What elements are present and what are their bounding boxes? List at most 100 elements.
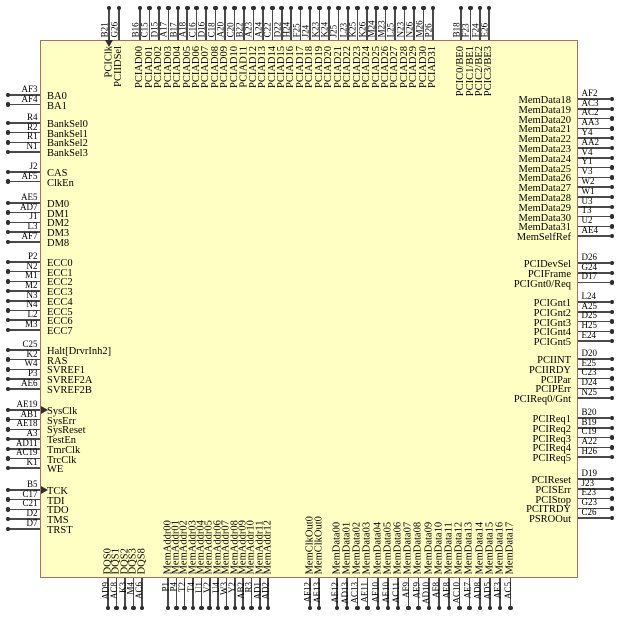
pin-dot: [406, 605, 411, 611]
pin-number: Y4: [581, 127, 593, 137]
pin-lead: [578, 497, 610, 500]
pin-lead: [384, 8, 387, 40]
pin-lead: [578, 368, 610, 370]
pin-lead: [469, 8, 472, 40]
pin-number: N4: [26, 299, 38, 310]
pin-label: BA1: [47, 100, 67, 112]
pin-dot: [497, 605, 503, 611]
pin-dot: [5, 357, 11, 362]
pin-label: TDI: [47, 495, 65, 507]
pin-dot: [5, 140, 11, 145]
pin-dot: [5, 92, 11, 98]
pin-number: D25: [581, 310, 598, 321]
pin-number: M1: [24, 270, 38, 281]
pin-lead: [271, 8, 274, 40]
pin-number: J2: [29, 160, 38, 171]
pin-dot: [5, 210, 11, 215]
pin-dot: [5, 526, 11, 532]
pin-dot: [364, 5, 370, 11]
pin-label: PCIGnt3: [533, 317, 571, 329]
pin-dot: [5, 288, 11, 294]
pin-lead: [8, 319, 40, 321]
pin-dot: [5, 347, 11, 353]
pin-number: AC19: [15, 447, 38, 458]
pin-number: Y1: [581, 156, 593, 167]
pin-lead: [432, 8, 434, 40]
pin-number: C25: [22, 338, 38, 349]
pin-dot: [486, 5, 492, 11]
pin-dot: [207, 605, 213, 611]
pin-number: R4: [26, 111, 38, 122]
pin-lead: [578, 446, 610, 449]
pin-dot: [609, 194, 615, 200]
pin-label: DM3: [47, 228, 70, 240]
pin-lead: [578, 108, 610, 110]
pin-lead: [413, 8, 415, 40]
pin-number: AD7: [20, 201, 38, 212]
pin-label: PCIReset: [531, 475, 571, 486]
pin-dot: [326, 5, 332, 11]
pin-number: U2: [581, 215, 593, 226]
pin-number: L2: [27, 309, 38, 319]
pin-label: MemSelfRef: [516, 232, 571, 244]
pin-label: MemData06: [392, 521, 404, 575]
pin-dot: [609, 126, 615, 131]
pin-lead: [578, 330, 610, 333]
pin-dot: [5, 456, 11, 461]
pin-label: BankSel0: [47, 119, 88, 130]
pin-number: C23: [581, 367, 597, 378]
pin-label: MemData25: [518, 163, 572, 175]
pin-lead: [234, 578, 236, 608]
pin-dot: [609, 454, 615, 460]
pin-lead: [8, 448, 40, 450]
pin-dot: [609, 165, 615, 170]
pin-lead: [205, 8, 207, 40]
pin-dot: [345, 5, 351, 11]
pin-lead: [8, 329, 40, 331]
pin-label: PCIReq1: [532, 414, 571, 425]
pin-dot: [609, 155, 615, 161]
pin-number: AF8: [431, 582, 442, 599]
pin-number: P2: [27, 250, 38, 261]
pin-label: SysReset: [47, 425, 86, 437]
pin-lead: [8, 151, 40, 153]
pin-number: AF5: [21, 170, 38, 181]
pin-dot: [336, 5, 341, 11]
pin-number: L3: [27, 220, 38, 231]
pin-number: D24: [581, 377, 598, 388]
pin-dot: [609, 386, 615, 391]
pin-dot: [5, 200, 11, 206]
pin-dot: [156, 5, 162, 11]
pin-label: PCIC3/BE3: [483, 46, 495, 97]
pin-number: A3: [26, 427, 38, 438]
pin-lead: [578, 417, 610, 419]
pin-lead: [578, 166, 610, 169]
pin-dot: [122, 605, 128, 611]
pin-lead: [403, 8, 406, 40]
pin-dot: [147, 5, 152, 11]
pin-label: RAS: [47, 355, 68, 367]
pin-lead: [346, 578, 348, 608]
pin-lead: [8, 103, 40, 106]
pin-dot: [232, 605, 238, 611]
pin-lead: [267, 578, 269, 608]
pin-dot: [457, 605, 462, 611]
pin-number: AF9: [400, 582, 411, 599]
pin-number: J23: [581, 477, 595, 488]
pin-label: MemData31: [518, 222, 572, 234]
pin-number: P3: [27, 367, 38, 378]
pin-label: WE: [47, 464, 64, 476]
pin-lead: [8, 378, 40, 380]
pin-lead: [578, 186, 610, 188]
pin-lead: [8, 368, 40, 371]
pin-dot: [436, 605, 442, 611]
pin-label: PCIFrame: [527, 268, 571, 280]
pin-label: PCIGnt1: [533, 298, 571, 309]
pin-lead: [578, 427, 610, 429]
pin-lead: [578, 507, 610, 510]
clock-mark-icon: [105, 40, 113, 47]
pin-lead: [578, 225, 610, 228]
pin-dot: [609, 233, 615, 239]
pin-lead: [8, 261, 40, 263]
pin-number: D20: [581, 347, 598, 358]
